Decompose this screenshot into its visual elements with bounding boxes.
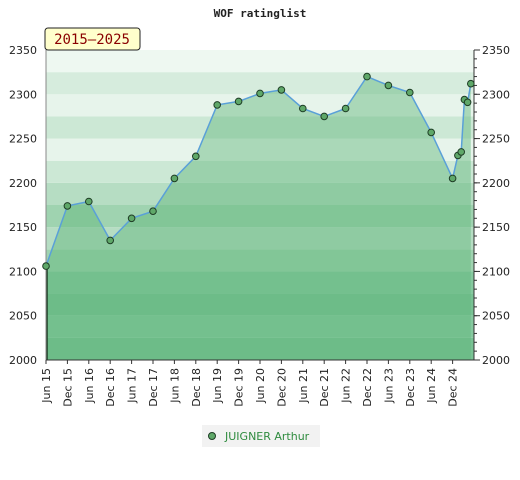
y-tick-label-right: 2050 [482, 310, 510, 323]
data-point [299, 104, 307, 113]
x-tick-label: Jun 23 [382, 368, 395, 404]
legend[interactable]: JUIGNER Arthur [202, 425, 320, 447]
x-tick-label: Dec 21 [318, 368, 331, 407]
band [46, 293, 474, 316]
y-tick-label-right: 2100 [482, 265, 510, 278]
x-tick-label: Dec 19 [233, 368, 246, 407]
data-point [127, 214, 136, 223]
data-point [427, 128, 436, 137]
y-axis-left: 2000 2050 2100 2150 2200 2250 2300 2350 [9, 44, 47, 367]
band [46, 182, 474, 205]
x-tick-label: Dec 17 [147, 368, 160, 407]
range-badge-text: 2015–2025 [54, 32, 130, 48]
background-bands [46, 50, 474, 360]
band [46, 138, 474, 161]
legend-marker [208, 432, 216, 440]
x-tick-label: Jun 15 [40, 368, 53, 404]
x-axis: Jun 15 Dec 15 Jun 16 Dec 16 Jun 17 Dec 17 Jun … [40, 359, 474, 407]
data-point [457, 148, 466, 156]
data-point [63, 202, 72, 210]
y-tick-label-right: 2150 [482, 221, 510, 234]
y-tick-label: 2000 [9, 354, 37, 367]
data-point [149, 207, 157, 215]
data-point [320, 112, 329, 121]
x-tick-label: Dec 18 [190, 368, 203, 407]
y-tick-label: 2250 [9, 133, 37, 146]
y-tick-label: 2200 [9, 177, 37, 190]
data-point [106, 236, 114, 245]
x-tick-label: Dec 24 [447, 368, 460, 407]
data-point [192, 152, 200, 161]
band [46, 94, 474, 117]
y-axis-right: 2000 2050 2100 2150 2200 2250 2300 2350 [473, 44, 510, 367]
x-tick-label: Jun 22 [340, 368, 353, 404]
x-tick-label: Jun 16 [83, 368, 96, 404]
x-tick-label: Jun 21 [297, 368, 310, 404]
y-tick-label: 2350 [9, 44, 37, 57]
range-badge: 2015–2025 [44, 27, 141, 51]
data-point [277, 86, 286, 94]
data-point [406, 88, 414, 97]
y-tick-label-right: 2250 [482, 133, 510, 146]
x-tick-label: Jun 18 [168, 368, 181, 404]
y-tick-label-right: 2350 [482, 44, 510, 57]
x-tick-label: Dec 16 [104, 368, 117, 407]
y-tick-label: 2050 [9, 310, 37, 323]
x-tick-label: Dec 23 [404, 368, 417, 407]
data-point [256, 89, 264, 98]
band [46, 227, 474, 250]
area-fill [46, 76, 471, 360]
x-tick-label: Dec 22 [361, 368, 374, 407]
band [46, 315, 474, 338]
chart-title: WOF ratinglist [214, 7, 307, 20]
x-tick-label: Jun 24 [425, 368, 438, 404]
y-tick-label-right: 2300 [482, 88, 510, 101]
y-tick-label-right: 2000 [482, 354, 510, 367]
x-tick-label: Jun 17 [126, 368, 139, 404]
data-point [170, 174, 179, 183]
y-tick-label: 2150 [9, 221, 37, 234]
y-tick-label: 2100 [9, 265, 37, 278]
data-point [213, 101, 221, 109]
data-point [467, 79, 475, 88]
y-tick-label: 2300 [9, 88, 37, 101]
band [46, 50, 474, 73]
data-point [42, 262, 50, 270]
data-point [448, 174, 457, 183]
x-tick-label: Dec 20 [275, 368, 288, 407]
data-point [463, 98, 472, 107]
x-tick-label: Dec 15 [61, 368, 74, 407]
band [46, 160, 474, 183]
band [46, 337, 474, 360]
data-point [384, 81, 393, 90]
band [46, 271, 474, 294]
data-point [341, 104, 350, 113]
x-tick-label: Jun 19 [211, 368, 224, 404]
legend-label: JUIGNER Arthur [224, 430, 310, 443]
rating-markers [42, 72, 475, 270]
x-tick-label: Jun 20 [254, 368, 267, 404]
data-point [363, 72, 371, 81]
band [46, 249, 474, 272]
band [46, 116, 474, 139]
y-tick-label-right: 2200 [482, 177, 510, 190]
data-point [234, 97, 243, 106]
data-point [85, 197, 93, 206]
